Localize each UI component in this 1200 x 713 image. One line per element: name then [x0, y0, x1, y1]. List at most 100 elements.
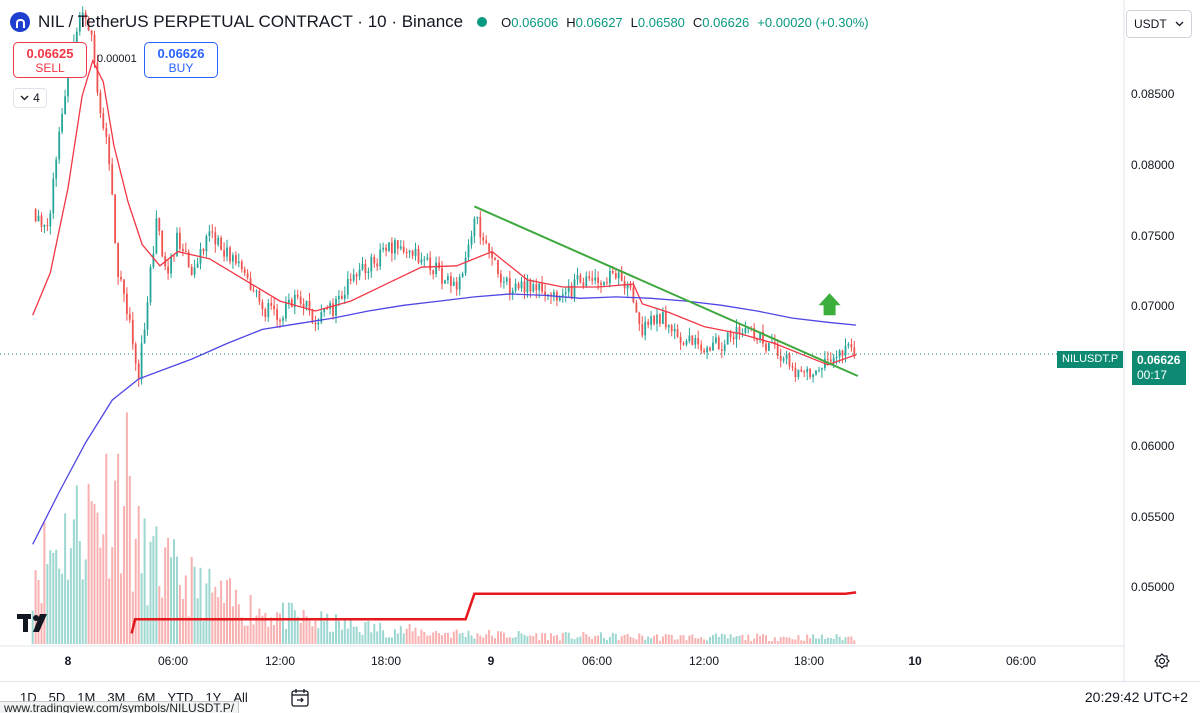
volume-bar [234, 589, 237, 644]
candle-body [485, 240, 488, 244]
volume-bar [588, 636, 591, 644]
volume-bar [178, 585, 181, 644]
last-price-symbol-tag: NILUSDT.P [1057, 351, 1124, 368]
candle-body [756, 338, 758, 341]
volume-bar [753, 638, 756, 644]
candle-body [417, 248, 420, 263]
candle-body [314, 322, 317, 325]
clock[interactable]: 20:29:42 UTC+2 [1084, 689, 1188, 705]
candle-body [838, 350, 841, 357]
volume-bar [629, 636, 632, 644]
volume-bar [800, 640, 803, 644]
volume-bar [809, 638, 812, 644]
gear-icon[interactable] [1154, 653, 1170, 669]
volume-bar [161, 597, 164, 644]
candle-body [691, 335, 694, 345]
candle-body [402, 246, 405, 252]
volume-bar [770, 641, 773, 644]
volume-bar [441, 635, 443, 644]
candle-body [399, 246, 402, 249]
candle-body [358, 269, 361, 277]
candle-body [52, 178, 55, 214]
candle-body [582, 282, 585, 286]
candle-body [385, 247, 387, 251]
symbol-title[interactable]: NIL / TetherUS PERPETUAL CONTRACT · 10 ·… [38, 12, 464, 31]
buy-button[interactable]: 0.06626 BUY [144, 42, 218, 78]
date-range-icon[interactable] [290, 688, 310, 708]
candle-body [585, 276, 588, 286]
volume-bar [396, 633, 399, 644]
candle-body [611, 271, 614, 274]
candle-body [87, 18, 90, 31]
currency-select[interactable]: USDT [1126, 10, 1192, 38]
volume-bar [741, 634, 744, 644]
time-tick: 9 [487, 654, 495, 668]
candle-body [237, 261, 240, 264]
volume-bar [382, 630, 385, 644]
volume-bar [644, 639, 647, 644]
volume-bar [505, 637, 508, 644]
candle-body [214, 232, 217, 245]
volume-bar [773, 637, 776, 644]
candle-body [662, 311, 664, 324]
candle-body [461, 273, 464, 278]
symbol-logo-icon [10, 12, 30, 32]
candle-body [782, 358, 785, 361]
candle-body [391, 242, 393, 254]
candle-body [441, 268, 443, 284]
candle-body [388, 242, 390, 251]
candle-body [447, 276, 449, 281]
candle-body [352, 274, 355, 281]
time-tick: 06:00 [1005, 654, 1037, 668]
candle-body [741, 333, 744, 334]
volume-bar [67, 579, 69, 644]
volume-bar [199, 567, 202, 644]
volume-bar [105, 453, 108, 644]
chart-area[interactable] [0, 0, 1200, 681]
candle-body [626, 284, 629, 289]
candle-body [591, 278, 594, 281]
candle-body [128, 314, 131, 320]
volume-bar [435, 630, 438, 644]
volume-bar [661, 636, 664, 644]
volume-bar [597, 635, 600, 644]
volume-bar [323, 621, 326, 644]
candle-body [606, 282, 608, 284]
candle-body [279, 320, 281, 322]
volume-bar [482, 637, 485, 644]
volume-bar [78, 541, 81, 644]
volume-bar [49, 550, 52, 644]
candle-body [464, 257, 467, 274]
volume-bar [332, 631, 334, 644]
candle-body [414, 248, 417, 256]
volume-bar [502, 632, 505, 644]
candle-body [688, 335, 691, 341]
candle-body [520, 281, 523, 289]
sell-price: 0.06625 [26, 46, 74, 61]
candle-body [609, 271, 611, 284]
candle-body [293, 294, 296, 307]
candle-body [131, 319, 134, 345]
sell-button[interactable]: 0.06625 SELL [13, 42, 87, 78]
candle-body [411, 250, 414, 256]
candle-body [517, 283, 520, 289]
volume-bar [653, 635, 656, 644]
volume-bar [370, 632, 373, 644]
volume-bar [470, 635, 473, 644]
ohlc-high: 0.06627 [575, 14, 623, 30]
ema-fast-line [32, 58, 857, 366]
candle-body [93, 34, 96, 63]
candle-body [161, 231, 164, 257]
volume-bar [123, 506, 125, 644]
candle-body [193, 267, 196, 275]
volume-bar [446, 632, 449, 644]
volume-bar [155, 526, 158, 644]
candle-body [841, 350, 844, 356]
candle-body [768, 343, 770, 351]
volume-bar [69, 548, 72, 644]
volume-bar [467, 630, 470, 644]
volume-bar [290, 603, 293, 644]
volume-bar [326, 613, 329, 644]
volume-bar [246, 625, 249, 644]
indicators-toggle-button[interactable]: 4 [13, 88, 47, 108]
